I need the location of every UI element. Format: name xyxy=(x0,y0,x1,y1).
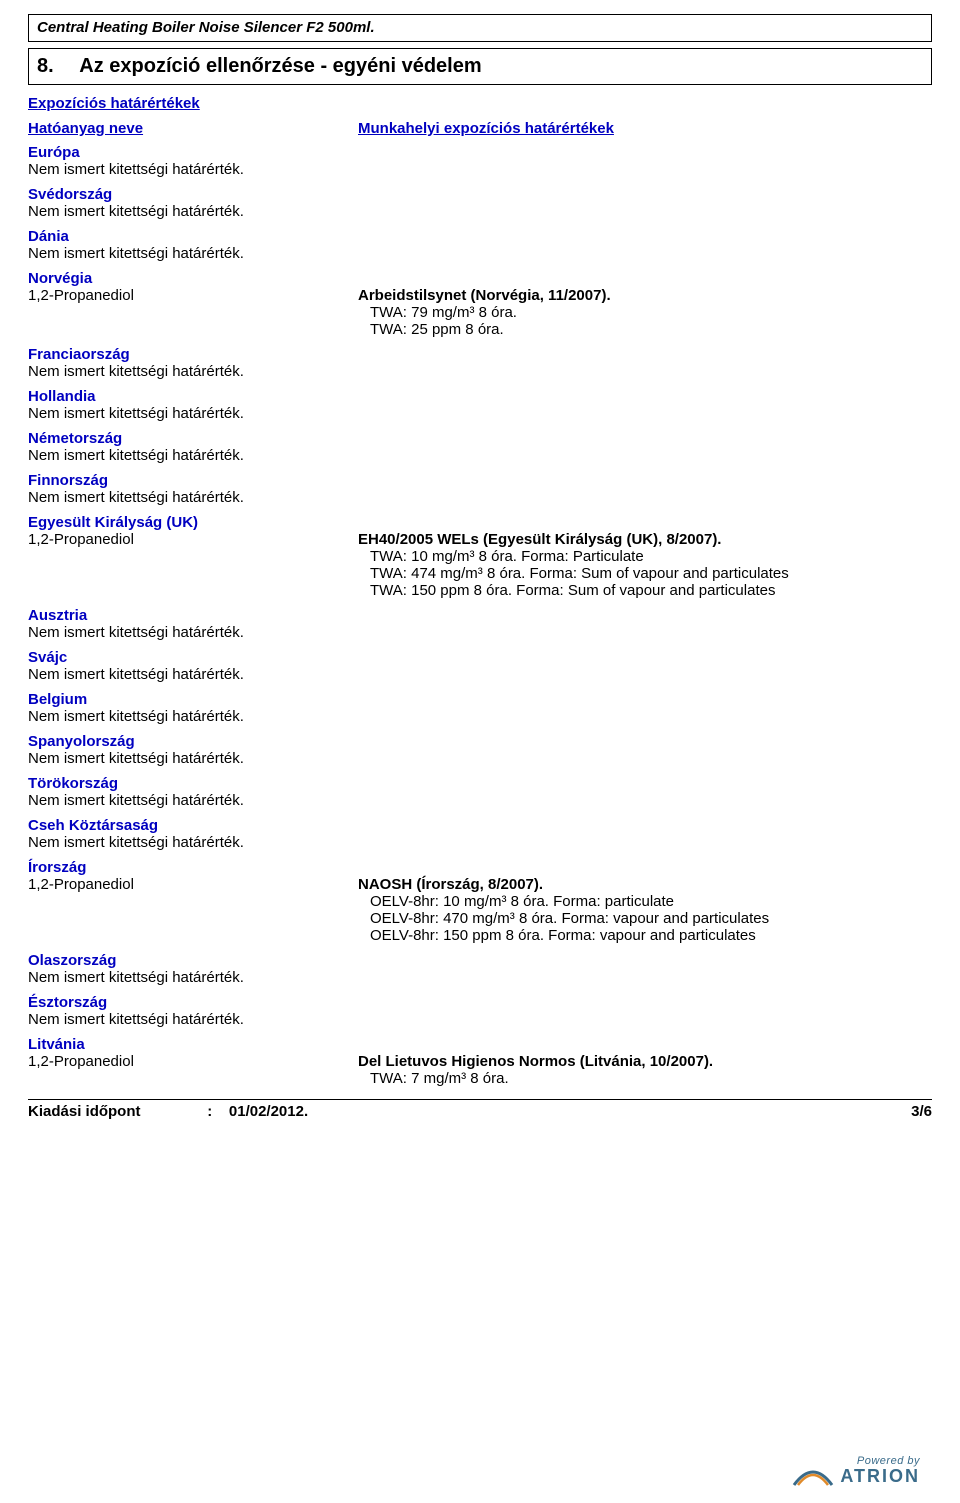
country-name: Spanyolország xyxy=(28,733,932,750)
brand-logo: ATRION xyxy=(792,1465,920,1487)
limit-line: TWA: 7 mg/m³ 8 óra. xyxy=(370,1070,932,1087)
brand-name: ATRION xyxy=(840,1466,920,1487)
country-name: Hollandia xyxy=(28,388,932,405)
country-group: Olaszország Nem ismert kitettségi határé… xyxy=(28,952,932,986)
title-box: Central Heating Boiler Noise Silencer F2… xyxy=(28,14,932,42)
atrion-arc-icon xyxy=(792,1465,834,1487)
country-name: Egyesült Királyság (UK) xyxy=(28,514,932,531)
substance-name: 1,2-Propanediol xyxy=(28,531,358,548)
country-name: Németország xyxy=(28,430,932,447)
limit-line: OELV-8hr: 150 ppm 8 óra. Forma: vapour a… xyxy=(370,927,932,944)
limit-line: TWA: 79 mg/m³ 8 óra. xyxy=(370,304,932,321)
footer-sp2 xyxy=(216,1103,224,1120)
country-group: Európa Nem ismert kitettségi határérték. xyxy=(28,144,932,178)
footer-row: Kiadási időpont : 01/02/2012. 3/6 xyxy=(28,1099,932,1120)
footer-sep: : xyxy=(207,1103,212,1120)
section-header-box: 8. Az expozíció ellenőrzése - egyéni véd… xyxy=(28,48,932,85)
substance-row: 1,2-Propanediol NAOSH (Írország, 8/2007)… xyxy=(28,876,932,944)
country-group: Svédország Nem ismert kitettségi határér… xyxy=(28,186,932,220)
country-name: Litvánia xyxy=(28,1036,932,1053)
no-limit-text: Nem ismert kitettségi határérték. xyxy=(28,750,932,767)
footer-spacer xyxy=(145,1103,203,1120)
no-limit-text: Nem ismert kitettségi határérték. xyxy=(28,489,932,506)
country-name: Svájc xyxy=(28,649,932,666)
country-group: Finnország Nem ismert kitettségi határér… xyxy=(28,472,932,506)
country-name: Cseh Köztársaság xyxy=(28,817,932,834)
reference-text: NAOSH (Írország, 8/2007). xyxy=(358,876,932,893)
no-limit-text: Nem ismert kitettségi határérték. xyxy=(28,1011,932,1028)
country-name: Olaszország xyxy=(28,952,932,969)
country-name: Dánia xyxy=(28,228,932,245)
country-group: Németország Nem ismert kitettségi határé… xyxy=(28,430,932,464)
country-name: Svédország xyxy=(28,186,932,203)
section-number: 8. xyxy=(37,55,54,77)
country-name: Belgium xyxy=(28,691,932,708)
no-limit-text: Nem ismert kitettségi határérték. xyxy=(28,363,932,380)
country-group: Észtország Nem ismert kitettségi határér… xyxy=(28,994,932,1028)
subheader-exposure-limits: Expozíciós határértékek xyxy=(28,95,932,112)
substance-name: 1,2-Propanediol xyxy=(28,287,358,304)
country-group: Belgium Nem ismert kitettségi határérték… xyxy=(28,691,932,725)
country-group-ireland: Írország 1,2-Propanediol NAOSH (Írország… xyxy=(28,859,932,944)
country-group: Spanyolország Nem ismert kitettségi hatá… xyxy=(28,733,932,767)
no-limit-text: Nem ismert kitettségi határérték. xyxy=(28,792,932,809)
reference-text: Arbeidstilsynet (Norvégia, 11/2007). xyxy=(358,287,932,304)
page-container: Central Heating Boiler Noise Silencer F2… xyxy=(0,0,960,1503)
no-limit-text: Nem ismert kitettségi határérték. xyxy=(28,245,932,262)
substance-name: 1,2-Propanediol xyxy=(28,1053,358,1070)
no-limit-text: Nem ismert kitettségi határérték. xyxy=(28,203,932,220)
reference-text: Del Lietuvos Higienos Normos (Litvánia, … xyxy=(358,1053,932,1070)
no-limit-text: Nem ismert kitettségi határérték. xyxy=(28,161,932,178)
country-group: Törökország Nem ismert kitettségi határé… xyxy=(28,775,932,809)
country-group: Franciaország Nem ismert kitettségi hatá… xyxy=(28,346,932,380)
limit-line: TWA: 474 mg/m³ 8 óra. Forma: Sum of vapo… xyxy=(370,565,932,582)
country-group: Svájc Nem ismert kitettségi határérték. xyxy=(28,649,932,683)
product-title: Central Heating Boiler Noise Silencer F2… xyxy=(37,19,375,36)
country-group-uk: Egyesült Királyság (UK) 1,2-Propanediol … xyxy=(28,514,932,599)
no-limit-text: Nem ismert kitettségi határérték. xyxy=(28,834,932,851)
substance-name: 1,2-Propanediol xyxy=(28,876,358,893)
footer-label: Kiadási időpont xyxy=(28,1103,141,1120)
footer-page: 3/6 xyxy=(911,1103,932,1120)
substance-row: 1,2-Propanediol Del Lietuvos Higienos No… xyxy=(28,1053,932,1087)
country-group: Cseh Köztársaság Nem ismert kitettségi h… xyxy=(28,817,932,851)
country-name: Írország xyxy=(28,859,932,876)
country-group: Hollandia Nem ismert kitettségi határért… xyxy=(28,388,932,422)
country-group: Ausztria Nem ismert kitettségi határérté… xyxy=(28,607,932,641)
limit-line: OELV-8hr: 10 mg/m³ 8 óra. Forma: particu… xyxy=(370,893,932,910)
no-limit-text: Nem ismert kitettségi határérték. xyxy=(28,624,932,641)
reference-text: EH40/2005 WELs (Egyesült Királyság (UK),… xyxy=(358,531,932,548)
country-name: Európa xyxy=(28,144,932,161)
col-left-header: Hatóanyag neve xyxy=(28,120,143,137)
powered-by-block: Powered by ATRION xyxy=(792,1455,920,1487)
footer-left: Kiadási időpont : 01/02/2012. xyxy=(28,1103,308,1120)
limit-line: TWA: 150 ppm 8 óra. Forma: Sum of vapour… xyxy=(370,582,932,599)
no-limit-text: Nem ismert kitettségi határérték. xyxy=(28,447,932,464)
substance-row: 1,2-Propanediol Arbeidstilsynet (Norvégi… xyxy=(28,287,932,338)
country-group-lithuania: Litvánia 1,2-Propanediol Del Lietuvos Hi… xyxy=(28,1036,932,1087)
country-name: Észtország xyxy=(28,994,932,1011)
limit-line: TWA: 25 ppm 8 óra. xyxy=(370,321,932,338)
no-limit-text: Nem ismert kitettségi határérték. xyxy=(28,666,932,683)
limit-line: TWA: 10 mg/m³ 8 óra. Forma: Particulate xyxy=(370,548,932,565)
section-title: Az expozíció ellenőrzése - egyéni védele… xyxy=(79,55,481,77)
country-group: Dánia Nem ismert kitettségi határérték. xyxy=(28,228,932,262)
col-right-header: Munkahelyi expozíciós határértékek xyxy=(358,120,614,137)
limit-line: OELV-8hr: 470 mg/m³ 8 óra. Forma: vapour… xyxy=(370,910,932,927)
country-name: Ausztria xyxy=(28,607,932,624)
no-limit-text: Nem ismert kitettségi határérték. xyxy=(28,708,932,725)
section-nbsp xyxy=(58,55,75,77)
substance-row: 1,2-Propanediol EH40/2005 WELs (Egyesült… xyxy=(28,531,932,599)
header-row: Hatóanyag neve Munkahelyi expozíciós hat… xyxy=(28,120,932,138)
footer-date: 01/02/2012. xyxy=(229,1103,308,1120)
country-group-norway: Norvégia 1,2-Propanediol Arbeidstilsynet… xyxy=(28,270,932,338)
country-name: Törökország xyxy=(28,775,932,792)
no-limit-text: Nem ismert kitettségi határérték. xyxy=(28,969,932,986)
country-name: Franciaország xyxy=(28,346,932,363)
no-limit-text: Nem ismert kitettségi határérték. xyxy=(28,405,932,422)
country-name: Finnország xyxy=(28,472,932,489)
country-name: Norvégia xyxy=(28,270,932,287)
